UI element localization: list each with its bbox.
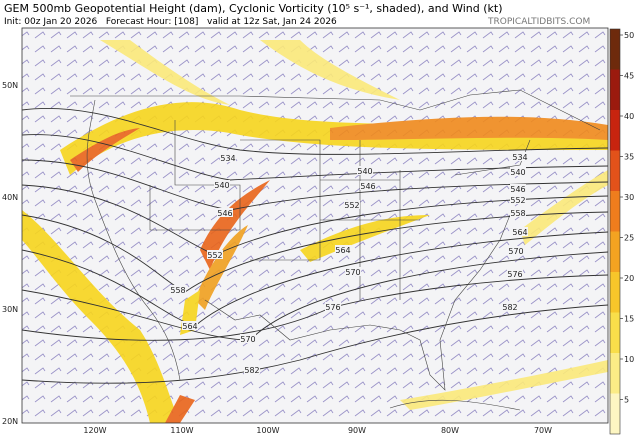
contour-label-bg: [335, 245, 351, 254]
contour-label-bg: [508, 246, 524, 255]
lon-label: 80W: [441, 426, 459, 435]
graticule-labels: 50N 40N 30N 20N 120W 110W 100W 90W 80W 70W: [2, 81, 552, 435]
contour-label-bg: [357, 166, 373, 175]
contour-label-bg: [510, 195, 526, 204]
contour-label: 546: [360, 182, 375, 191]
colorbar-segment: [610, 231, 620, 272]
contour-label: 540: [510, 168, 525, 177]
colorbar-segment: [610, 110, 620, 151]
colorbar-tick-label: 40: [624, 112, 634, 121]
contour-label-bg: [510, 208, 526, 217]
lat-label: 40N: [2, 193, 18, 202]
map: 534 534 540 540 540 546 546 546 552 552 552 558 558 5…: [22, 28, 608, 423]
colorbar-segment: [610, 393, 620, 434]
colorbar-tick-label: 45: [624, 72, 634, 81]
contour-label-bg: [217, 208, 233, 217]
contour-label: 564: [182, 322, 197, 331]
lat-label: 30N: [2, 305, 18, 314]
lon-label: 90W: [348, 426, 366, 435]
lat-label: 20N: [2, 417, 18, 426]
contour-label: 546: [510, 185, 525, 194]
lon-label: 70W: [534, 426, 552, 435]
lat-label: 50N: [2, 81, 18, 90]
colorbar-segment: [610, 69, 620, 110]
geography: [70, 89, 601, 411]
lon-label: 120W: [83, 426, 106, 435]
contour-label: 558: [510, 209, 525, 218]
colorbar-tick-label: 35: [624, 153, 634, 162]
colorbar-segment: [610, 353, 620, 394]
contour-label-bg: [170, 285, 186, 294]
contour-label-bg: [244, 365, 260, 374]
contour-label-bg: [207, 250, 223, 259]
contour-label-bg: [214, 180, 230, 189]
contour-label-bg: [512, 227, 528, 236]
colorbar-segment: [610, 272, 620, 313]
contour-label: 534: [512, 153, 527, 162]
contour-label: 576: [507, 270, 522, 279]
subtitle: Init: 00z Jan 20 2026 Forecast Hour: [10…: [4, 17, 337, 27]
contour-label: 582: [244, 366, 259, 375]
colorbar-tick-label: 5: [624, 396, 629, 405]
contour-label: 552: [207, 251, 222, 260]
contour-label-bg: [512, 152, 528, 161]
watermark: TROPICALTIDBITS.COM: [487, 17, 590, 27]
contour-label: 570: [508, 247, 523, 256]
contour-label-bg: [240, 334, 256, 343]
map-frame: [21, 27, 609, 424]
contour-label: 570: [240, 335, 255, 344]
contour-label-bg: [507, 269, 523, 278]
colorbar-segment: [610, 150, 620, 191]
contour-labels: 534 534 540 540 540 546 546 546 552 552 552 558 558 5…: [170, 152, 528, 375]
contour-label-bg: [502, 302, 518, 311]
contour-label-bg: [344, 200, 360, 209]
colorbar-tick-label: 30: [624, 193, 634, 202]
contour-label: 570: [345, 268, 360, 277]
contour-label: 546: [217, 209, 232, 218]
contour-label: 582: [502, 303, 517, 312]
contour-label-bg: [360, 181, 376, 190]
vorticity-shading: [22, 40, 608, 423]
lon-label: 110W: [170, 426, 193, 435]
colorbar-segment: [610, 29, 620, 70]
contour-label: 558: [170, 286, 185, 295]
contour-label: 540: [214, 181, 229, 190]
contour-label: 534: [220, 154, 235, 163]
lon-label: 100W: [256, 426, 279, 435]
contour-label: 552: [510, 196, 525, 205]
colorbar: 50 45 40 35 30 25 20 15 10 5: [609, 28, 634, 435]
contour-label: 540: [357, 167, 372, 176]
colorbar-tick-label: 25: [624, 234, 634, 243]
contour-label: 564: [335, 246, 350, 255]
colorbar-tick-label: 10: [624, 355, 634, 364]
title: GEM 500mb Geopotential Height (dam), Cyc…: [4, 2, 502, 15]
wind-barbs: [22, 28, 608, 423]
contour-label-bg: [510, 167, 526, 176]
contour-label: 576: [325, 303, 340, 312]
contour-label: 564: [512, 228, 527, 237]
contour-label: 552: [344, 201, 359, 210]
colorbar-tick-label: 15: [624, 315, 634, 324]
colorbar-segment: [610, 312, 620, 353]
contour-label-bg: [345, 267, 361, 276]
contour-label-bg: [510, 184, 526, 193]
contour-label-bg: [220, 153, 236, 162]
colorbar-tick-label: 20: [624, 274, 634, 283]
colorbar-segment: [610, 191, 620, 232]
contour-label-bg: [182, 321, 198, 330]
colorbar-frame: [609, 28, 621, 435]
colorbar-tick-label: 50: [624, 31, 634, 40]
contour-label-bg: [325, 302, 341, 311]
